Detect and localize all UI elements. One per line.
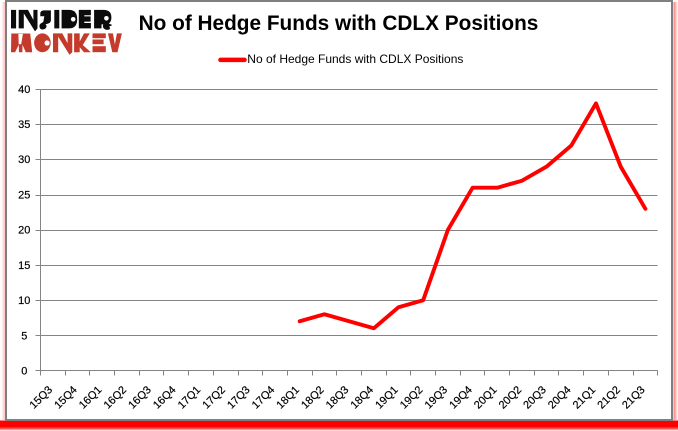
svg-text:15: 15 bbox=[18, 260, 30, 272]
svg-text:30: 30 bbox=[18, 154, 30, 166]
svg-text:25: 25 bbox=[18, 190, 30, 202]
svg-text:20: 20 bbox=[18, 225, 30, 237]
svg-text:No of Hedge Funds with CDLX Po: No of Hedge Funds with CDLX Positions bbox=[247, 52, 463, 66]
svg-text:40: 40 bbox=[18, 84, 30, 96]
svg-text:35: 35 bbox=[18, 119, 30, 131]
svg-text:10: 10 bbox=[18, 295, 30, 307]
svg-text:5: 5 bbox=[21, 330, 27, 342]
svg-text:No of Hedge Funds with CDLX Po: No of Hedge Funds with CDLX Positions bbox=[139, 12, 539, 35]
svg-text:0: 0 bbox=[21, 366, 27, 378]
